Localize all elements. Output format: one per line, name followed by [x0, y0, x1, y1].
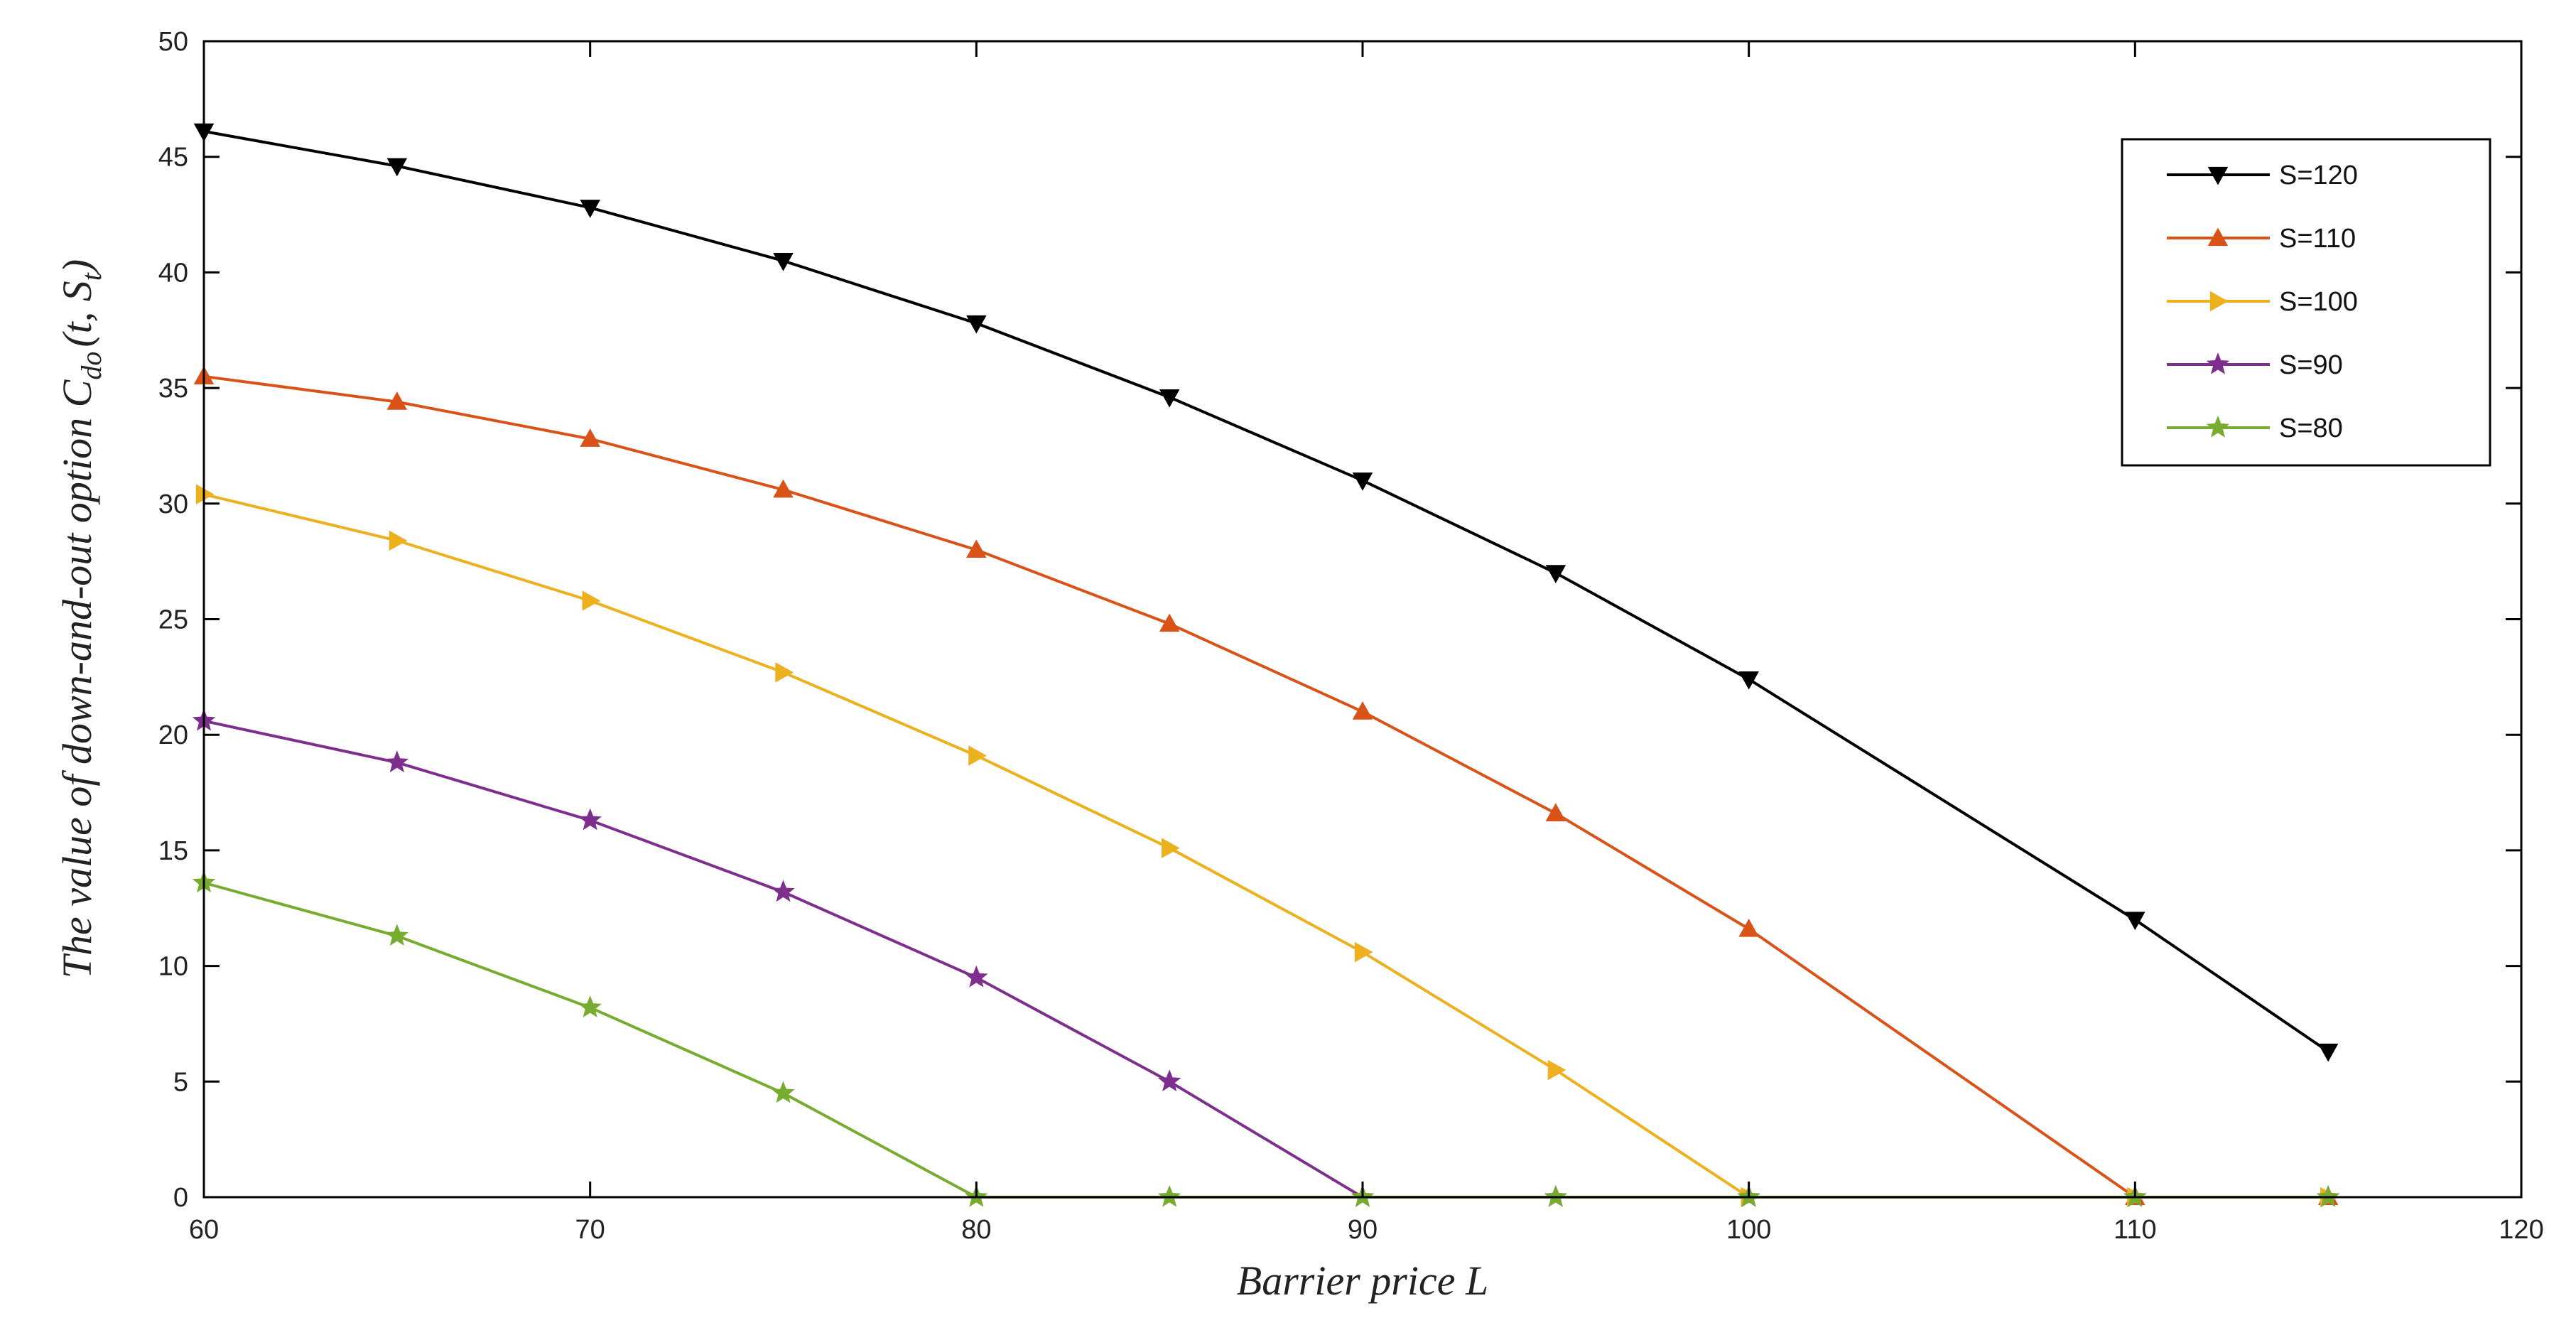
y-tick-label: 10	[158, 952, 188, 982]
data-point	[775, 662, 794, 683]
y-axis-title-args: (t, S	[54, 281, 100, 347]
data-point	[968, 745, 987, 766]
x-tick-label: 60	[189, 1215, 219, 1245]
y-tick-label: 50	[158, 27, 188, 57]
legend-marker	[2206, 352, 2230, 374]
legend-marker	[2206, 415, 2230, 438]
legend-label: S=90	[2279, 350, 2343, 380]
x-tick-label: 120	[2499, 1215, 2543, 1245]
y-tick-label: 35	[158, 374, 188, 404]
data-point	[965, 965, 988, 988]
x-tick-label: 80	[961, 1215, 991, 1245]
y-axis-title-subscript: do	[75, 352, 107, 380]
data-point	[386, 158, 408, 177]
data-point	[389, 530, 408, 551]
legend-label: S=80	[2279, 414, 2343, 443]
ticks-layer: 60 70 80 90 100 110 120 0 5 10 15 20 25 30 35 40 45 50	[158, 27, 2544, 1245]
y-tick-label: 5	[173, 1067, 188, 1097]
y-tick-label: 40	[158, 258, 188, 288]
x-axis-title: Barrier price L	[1237, 1258, 1488, 1304]
legend-label: S=100	[2279, 287, 2358, 317]
legend-marker	[2209, 291, 2229, 312]
data-point	[1545, 565, 1566, 583]
y-tick-label: 0	[173, 1183, 188, 1213]
y-axis-title-symbol: C	[54, 379, 100, 407]
x-tick-label: 70	[575, 1215, 605, 1245]
y-axis-title: The value of down-and-out option Cdo (t, …	[54, 259, 107, 978]
data-point	[1157, 1069, 1181, 1092]
data-point	[2317, 1043, 2339, 1062]
x-tick-label: 110	[2114, 1215, 2157, 1245]
legend-label: S=110	[2279, 224, 2356, 254]
x-tick-label: 100	[1726, 1215, 1771, 1245]
data-point	[772, 880, 795, 902]
legend-marker	[2207, 227, 2229, 247]
y-tick-label: 25	[158, 605, 188, 635]
data-point	[1159, 613, 1180, 632]
y-axis-title-args-subscript: t	[75, 272, 107, 281]
data-point	[772, 1081, 795, 1103]
data-point	[1738, 918, 1759, 937]
data-point	[773, 252, 794, 271]
data-point	[1547, 1059, 1566, 1081]
y-tick-label: 15	[158, 836, 188, 866]
legend-items: S=120 S=110 S=100 S=90 S=80	[2167, 161, 2358, 443]
data-point	[580, 200, 600, 218]
legend: S=120 S=110 S=100 S=90 S=80	[2121, 138, 2491, 467]
data-point	[386, 391, 408, 410]
legend-marker	[2207, 166, 2229, 185]
data-point	[1738, 671, 1759, 690]
data-point	[2125, 912, 2145, 931]
data-point	[966, 315, 987, 334]
data-point	[578, 808, 602, 831]
y-axis-title-close: )	[54, 259, 100, 275]
data-point	[582, 590, 601, 611]
data-point	[385, 924, 409, 946]
y-axis-title-text: The value of down-and-out option	[54, 407, 100, 978]
data-point	[385, 750, 409, 773]
data-point	[580, 428, 600, 447]
x-tick-label: 90	[1348, 1215, 1378, 1245]
data-point	[1354, 941, 1373, 963]
data-point	[966, 539, 987, 558]
legend-label: S=120	[2279, 161, 2358, 190]
data-point	[1162, 838, 1180, 858]
data-point	[1545, 803, 1566, 821]
y-tick-label: 45	[158, 143, 188, 173]
y-tick-label: 30	[158, 490, 188, 519]
data-point	[1352, 701, 1373, 720]
y-tick-label: 20	[158, 720, 188, 750]
data-point	[773, 479, 794, 498]
data-point	[1352, 472, 1373, 491]
data-point	[578, 995, 602, 1017]
data-point	[1159, 389, 1180, 408]
